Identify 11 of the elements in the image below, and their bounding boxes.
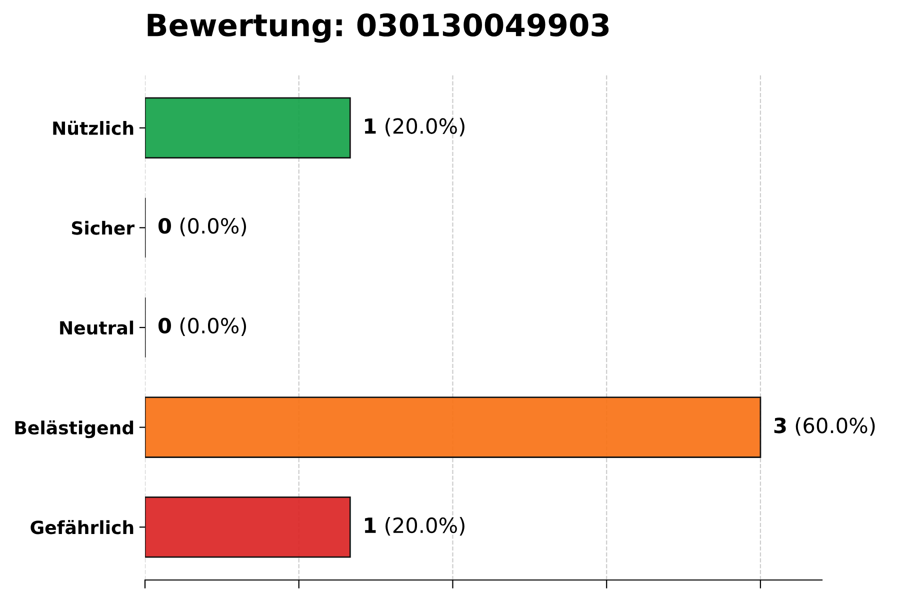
y-tick-label: Neutral: [60, 320, 134, 335]
y-tick-label: Gefährlich: [30, 520, 134, 534]
chart-title: Bewertung: 030130049903: [148, 13, 609, 43]
y-tick-label: Nützlich: [53, 120, 134, 136]
y-tick-label: Sicher: [72, 220, 135, 235]
data-label: 0 (0.0%): [158, 317, 246, 336]
y-tick-label: Belästigend: [15, 420, 134, 438]
data-label: 0 (0.0%): [158, 218, 246, 236]
data-label: 3 (60.0%): [774, 417, 875, 436]
data-label: 1 (20.0%): [365, 118, 464, 136]
data-label: 1 (20.0%): [365, 517, 464, 536]
